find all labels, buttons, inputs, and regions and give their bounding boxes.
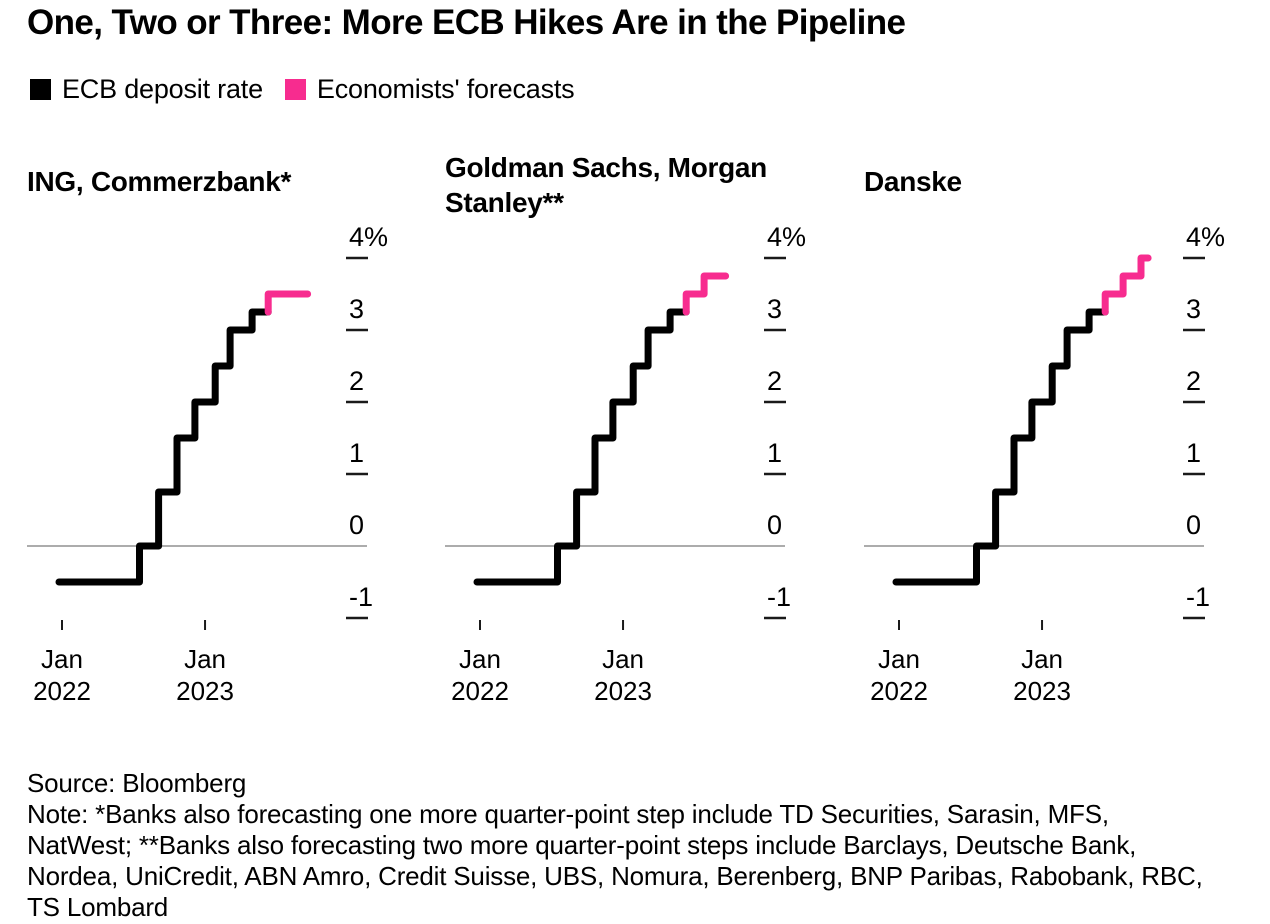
y-tick-label: 2 [1186,366,1201,396]
panel-title: ING, Commerzbank* [27,166,292,197]
x-tick-label-month: Jan [184,644,226,674]
y-tick-label: -1 [767,582,791,612]
footer: Source: Bloomberg Note: *Banks also fore… [27,768,1270,923]
x-tick-label-year: 2023 [594,676,652,706]
legend-label-forecast: Economists' forecasts [316,74,575,104]
source-line: Source: Bloomberg [27,768,247,798]
panel-title: Danske [864,166,962,197]
panel-title: Goldman Sachs, Morgan Stanley** [445,152,767,218]
x-tick-label-month: Jan [602,644,644,674]
x-tick-label-year: 2023 [1013,676,1071,706]
y-tick-label: 4% [1186,222,1225,252]
forecast-line [264,290,312,316]
x-tick-label-month: Jan [459,644,501,674]
legend-item-forecast: Economists' forecasts [284,74,575,105]
x-tick-label-month: Jan [1021,644,1063,674]
forecast-line [1101,254,1152,316]
x-tick-label-year: 2022 [870,676,928,706]
y-tick-label: 1 [1186,438,1201,468]
footnote-line: Note: *Banks also forecasting one more q… [27,799,1109,829]
y-tick-label: 1 [349,438,364,468]
y-tick-label: -1 [1186,582,1210,612]
y-tick-label: 4% [349,222,388,252]
y-tick-label: 1 [767,438,782,468]
y-tick-label: -1 [349,582,373,612]
panel-danske: Danske 4% 3 2 1 0 -1 Jan 2022 Jan 2023 [837,145,1255,725]
legend-label-actual: ECB deposit rate [62,74,263,104]
y-tick-label: 4% [767,222,806,252]
legend: ECB deposit rate Economists' forecasts [30,74,575,105]
y-tick-label: 2 [349,366,364,396]
y-tick-label: 0 [1186,510,1201,540]
actual-rate-line [473,308,690,586]
panel-goldman-morgan-stanley: Goldman Sachs, Morgan Stanley** 4% 3 2 1 0 -1… [418,145,836,725]
y-tick-label: 0 [349,510,364,540]
actual-rate-line [892,308,1109,586]
panel-ing-commerzbank: ING, Commerzbank* 4% 3 2 1 0 -1 Jan 2022 Jan 2023 [0,145,418,725]
chart-title: One, Two or Three: More ECB Hikes Are in… [27,3,906,42]
footnote: Note: *Banks also forecasting one more q… [27,799,1270,923]
x-tick-label-year: 2023 [176,676,234,706]
forecast-line [682,272,730,316]
footnote-line: NatWest; **Banks also forecasting two mo… [27,830,1137,860]
y-tick-label: 2 [767,366,782,396]
y-tick-label: 3 [767,294,782,324]
x-tick-label-year: 2022 [451,676,509,706]
y-tick-label: 3 [349,294,364,324]
ecb-deposit-rate-swatch [30,79,51,100]
y-tick-label: 3 [1186,294,1201,324]
small-multiples: ING, Commerzbank* 4% 3 2 1 0 -1 Jan 2022 Jan 2023… [0,145,1270,725]
economists-forecasts-swatch [284,79,306,100]
legend-item-actual: ECB deposit rate [30,74,263,105]
footnote-line: TS Lombard [27,892,169,922]
actual-rate-line [55,308,272,586]
x-tick-label-month: Jan [41,644,83,674]
y-tick-label: 0 [767,510,782,540]
x-tick-label-year: 2022 [33,676,91,706]
footnote-line: Nordea, UniCredit, ABN Amro, Credit Suis… [27,861,1203,891]
x-tick-label-month: Jan [878,644,920,674]
